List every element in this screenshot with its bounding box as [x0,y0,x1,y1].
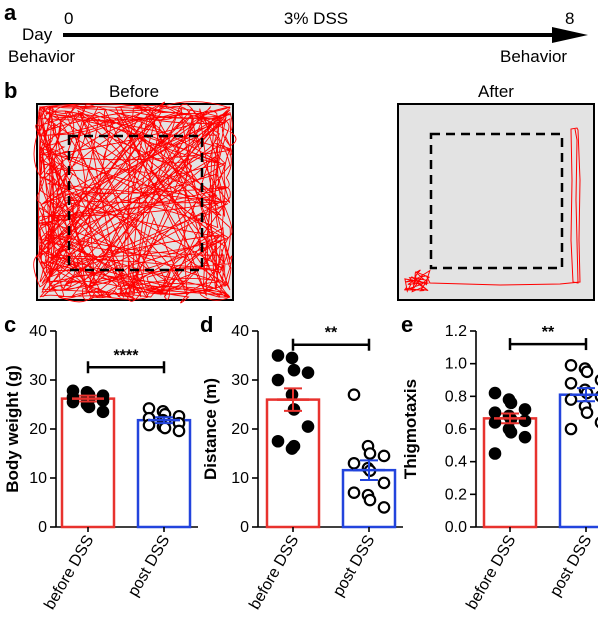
after-title: After [478,82,514,101]
start-behavior-label: Behavior [8,47,75,66]
bar-d-0 [265,398,321,529]
before-title: Before [109,82,159,101]
data-point-e-1 [594,416,598,429]
bar-c-0 [60,397,116,529]
data-point-e-0 [518,430,532,444]
y-axis-title-e: Thigmotaxis [401,379,420,479]
panel-letter-b: b [4,78,17,103]
significance-label-e: ** [542,324,555,341]
category-label-e-0: before DSS [463,533,519,613]
significance-label-c: **** [114,347,140,364]
track-before [33,101,237,304]
day-label: Day [22,25,53,44]
data-point-e-0 [488,447,502,460]
y-tick-label-c: 10 [29,470,47,487]
data-point-d-0 [271,349,285,362]
data-point-d-1 [377,449,391,463]
y-tick-label-c: 20 [29,421,47,438]
panel-b-tracking: b Before After [4,78,595,304]
y-tick-label-e: 0.0 [445,519,467,536]
y-tick-label-d: 0 [240,519,249,536]
data-point-d-0 [287,439,301,453]
data-point-e-1 [564,393,578,406]
treatment-label: 3% DSS [284,9,348,28]
y-axis-title-c: Body weight (g) [3,365,22,492]
data-point-c-1 [158,421,172,435]
y-tick-label-e: 1.2 [445,323,467,340]
y-tick-label-e: 1.0 [445,356,467,373]
end-day: 8 [565,9,574,28]
bar-c-1 [136,418,192,529]
data-point-e-0 [488,386,502,400]
category-label-c-1: post DSS [125,533,174,600]
data-point-d-1 [347,456,361,470]
y-tick-label-d: 40 [231,323,249,340]
data-point-d-0 [301,420,315,433]
data-point-d-1 [363,447,377,460]
chart-distance: d 0 10 20 30 40 Distance (m) before DSS post DS… [200,312,403,613]
panel-a-timeline: a Day 0 8 3% DSS Behavior Behavior [4,0,588,66]
timeline-arrow-head [552,27,588,43]
data-point-e-0 [518,403,532,416]
category-label-d-1: post DSS [330,533,379,600]
y-tick-label-e: 0.2 [445,486,467,503]
data-point-c-0 [96,394,110,407]
panel-letter-d: d [200,312,213,337]
y-tick-label-d: 20 [231,421,249,438]
panel-letter-a: a [4,0,17,25]
y-tick-label-e: 0.4 [445,454,467,471]
data-point-c-1 [172,424,186,438]
chart-body-weight: c 0 10 20 30 40 Body weight (g) before DSS post… [3,312,198,613]
end-behavior-label: Behavior [500,47,567,66]
data-point-e-1 [580,365,594,379]
center-zone-before [67,134,204,272]
category-label-e-1: post DSS [547,533,596,600]
track-path-after [404,127,581,293]
data-point-d-0 [271,373,285,387]
y-tick-label-e: 0.6 [445,421,467,438]
data-point-d-1 [347,486,361,499]
data-point-c-1 [142,418,156,432]
data-point-e-1 [580,406,594,419]
chart-thigmotaxis: e 0.0 0.2 0.4 0.6 0.8 1.0 1.2 Thigmotaxis before… [401,312,598,613]
panel-letter-e: e [401,312,413,337]
track-path-before [33,101,237,304]
data-point-d-1 [377,476,391,490]
track-after [404,127,581,293]
data-point-d-0 [287,363,301,377]
data-point-d-1 [347,388,361,401]
data-point-d-0 [271,434,285,448]
data-point-e-0 [504,425,518,439]
data-point-d-1 [377,501,391,514]
category-label-c-0: before DSS [41,533,97,613]
data-point-d-1 [363,493,377,507]
data-point-d-0 [301,366,315,379]
data-point-e-1 [564,376,578,390]
y-tick-label-c: 30 [29,372,47,389]
data-point-e-1 [564,358,578,372]
y-tick-label-c: 40 [29,323,47,340]
y-tick-label-d: 10 [231,470,249,487]
data-point-c-0 [96,405,110,419]
y-axis-title-d: Distance (m) [201,378,220,480]
data-point-e-1 [594,374,598,386]
data-point-e-1 [564,422,578,436]
significance-label-d: ** [325,325,338,342]
y-tick-label-c: 0 [38,519,47,536]
data-point-c-0 [82,400,96,414]
panel-letter-c: c [4,312,16,337]
category-label-d-0: before DSS [246,533,302,613]
y-tick-label-d: 30 [231,372,249,389]
center-zone-after [429,132,564,270]
y-tick-label-e: 0.8 [445,388,467,405]
data-point-d-0 [285,351,299,365]
data-point-e-0 [504,396,518,410]
start-day: 0 [64,9,73,28]
